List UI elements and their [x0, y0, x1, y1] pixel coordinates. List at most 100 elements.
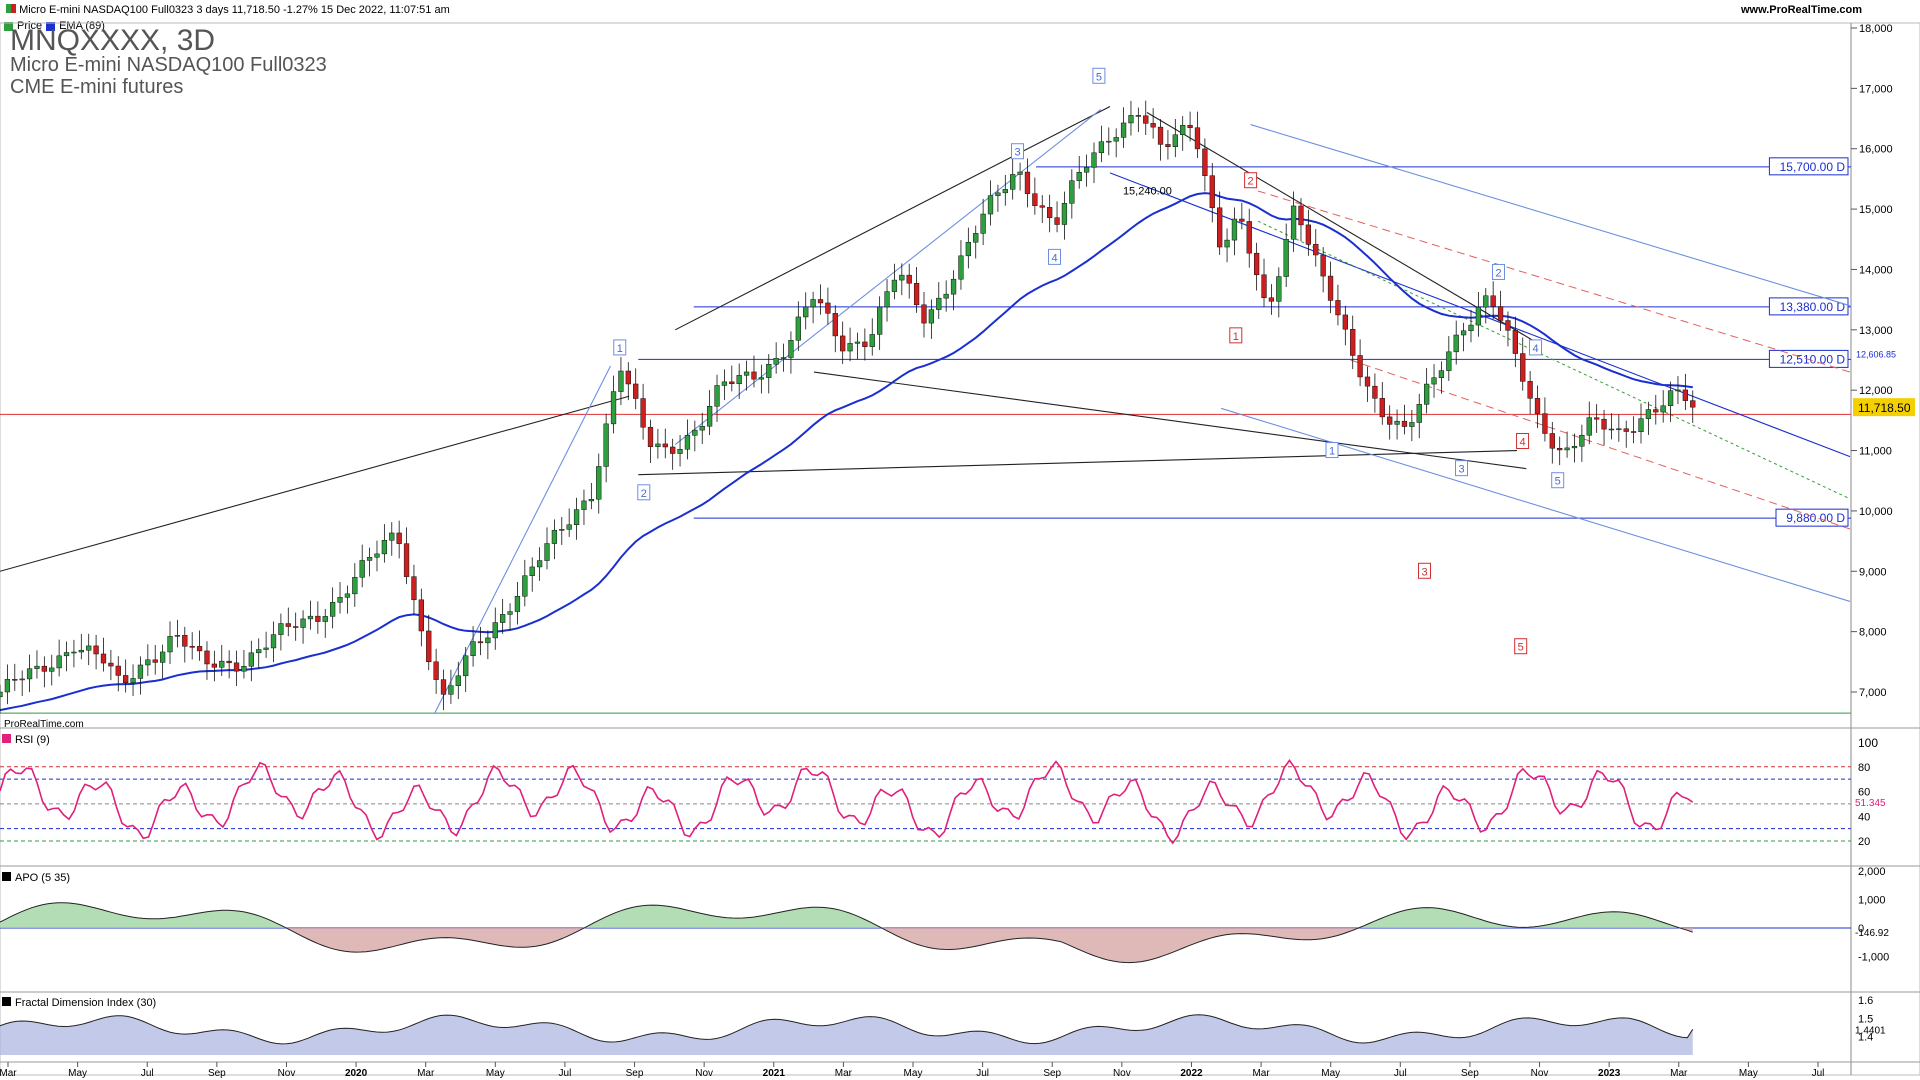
candle-body: [876, 306, 883, 335]
legend-price-swatch: [4, 21, 13, 31]
time-axis-label: May: [1739, 1068, 1758, 1079]
candle-body: [403, 543, 410, 577]
candle-body: [803, 306, 809, 318]
time-axis-label: May: [68, 1068, 87, 1079]
candle-body: [1047, 207, 1053, 218]
candle-body: [559, 529, 565, 531]
chart-instrument-name: Micro E-mini NASDAQ100 Full0323: [10, 54, 327, 76]
candle-body: [500, 614, 506, 623]
candle-body: [455, 675, 461, 686]
wave-blue-box-10: [1551, 472, 1565, 489]
candle-body: [433, 661, 439, 680]
candle-body: [692, 429, 698, 436]
candle-body: [307, 615, 314, 620]
candle-body: [1091, 152, 1097, 168]
candle-body: [780, 357, 787, 359]
candle-body: [263, 647, 269, 650]
wave-line-1: [434, 365, 611, 714]
candle-body: [736, 375, 742, 385]
candle-body: [1120, 122, 1127, 138]
candle-body: [1608, 428, 1615, 431]
time-axis-label: Nov: [1531, 1068, 1549, 1079]
apo-axis-label: 0: [1858, 923, 1864, 935]
wave-blue-box-4: [1048, 248, 1061, 265]
wave-red-box-4: [1516, 432, 1530, 449]
level-label-2: 13,380.00 D: [1780, 300, 1846, 314]
candle-body: [950, 278, 957, 295]
wave-blue-box-7: [1492, 263, 1505, 280]
wave-line-2: [674, 109, 1102, 445]
candle-body: [1231, 218, 1238, 241]
level-box-2: [1768, 297, 1849, 316]
fdi-axis-label: 1.4: [1858, 1032, 1873, 1044]
candle-body: [389, 532, 395, 541]
candle-body: [1061, 203, 1068, 225]
price-axis-label: 13,000: [1859, 325, 1893, 337]
fdi-axis-label: 1.6: [1858, 995, 1873, 1007]
candle-body: [1113, 137, 1119, 142]
candle-body: [315, 615, 321, 622]
candle-body: [470, 641, 476, 657]
time-axis-label: 2020: [345, 1068, 368, 1079]
ema-line: [0, 192, 1693, 712]
candle-body: [492, 622, 498, 639]
candle-body: [825, 302, 831, 314]
candle-body: [1505, 320, 1511, 331]
apo-legend-swatch: [2, 872, 11, 881]
price-axis-label: 12,000: [1859, 385, 1893, 397]
apo-axis-label: -1,000: [1858, 952, 1889, 964]
candle-body: [78, 649, 84, 653]
candle-body: [1106, 140, 1112, 143]
candle-body: [426, 630, 432, 663]
candle-body: [921, 304, 927, 324]
candle-body: [100, 653, 107, 664]
trendline-down: [1146, 112, 1536, 343]
level-label-4: 9,880.00 D: [1786, 511, 1845, 525]
header-info: Micro E-mini NASDAQ100 Full0323 3 days 1…: [6, 4, 450, 16]
candle-body: [1475, 306, 1482, 326]
candle-body: [1172, 134, 1178, 147]
candle-body: [71, 651, 77, 654]
chart-frame: [0, 22, 1920, 1076]
candle-body: [1682, 389, 1689, 401]
candle-body: [226, 660, 232, 664]
candle-body: [1571, 445, 1578, 449]
candle-body: [485, 637, 491, 644]
candle-body: [995, 192, 1001, 196]
candle-body: [566, 524, 572, 530]
candle-body: [1586, 417, 1592, 436]
time-axis: Mar May Jul Sep Nov 2020 Mar May Jul Sep Nov 2021 Ma…: [0, 1062, 1824, 1079]
candle-body: [130, 678, 136, 684]
wave-red-label-5: 5: [1518, 642, 1524, 654]
header-site[interactable]: www.ProRealTime.com: [1740, 4, 1862, 16]
candle-body: [869, 334, 875, 347]
candle-body: [1616, 428, 1622, 430]
candle-body: [344, 593, 351, 598]
rsi-line: [0, 759, 1694, 845]
candle-body: [1416, 404, 1422, 423]
candle-body: [766, 364, 772, 378]
candle-body: [1298, 205, 1304, 226]
candle-body: [204, 650, 210, 665]
candle-body: [1468, 324, 1474, 332]
candle-body: [610, 391, 617, 425]
time-axis-label: Mar: [417, 1068, 435, 1079]
candle-body: [1534, 398, 1541, 414]
candle-body: [1527, 381, 1533, 399]
candle-body: [366, 557, 373, 561]
candle-body: [958, 255, 964, 280]
fdi-legend: Fractal Dimension Index (30): [15, 997, 156, 1009]
candle-body: [729, 381, 735, 385]
level-box-1: [1768, 157, 1849, 176]
candle-body: [159, 651, 166, 663]
candle-body: [980, 213, 986, 234]
candle-body: [706, 406, 713, 427]
time-axis-label: Jul: [1812, 1068, 1825, 1079]
time-axis-label: Sep: [1461, 1068, 1479, 1079]
candle-body: [987, 195, 994, 215]
candle-body: [1083, 167, 1090, 173]
candle-body: [1690, 400, 1696, 408]
fdi-axis-label: 1.5: [1858, 1013, 1873, 1025]
rsi-axis-label: 20: [1858, 836, 1870, 848]
